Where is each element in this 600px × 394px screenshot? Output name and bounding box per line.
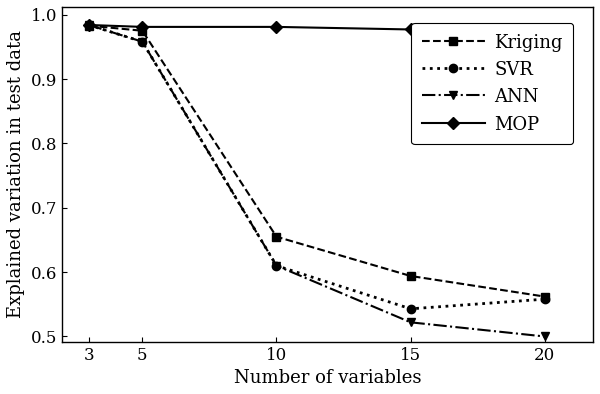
ANN [85, 22, 92, 27]
Kriging [85, 23, 92, 28]
ANN [541, 334, 548, 339]
Line: MOP: MOP [85, 21, 549, 33]
Line: Kriging: Kriging [85, 21, 549, 301]
Line: SVR: SVR [85, 21, 549, 313]
MOP [273, 24, 280, 29]
ANN [407, 320, 414, 325]
Line: ANN: ANN [85, 21, 549, 341]
Kriging [139, 28, 146, 33]
SVR [273, 263, 280, 268]
MOP [139, 24, 146, 29]
Kriging [541, 294, 548, 299]
Kriging [273, 234, 280, 239]
Legend: Kriging, SVR, ANN, MOP: Kriging, SVR, ANN, MOP [411, 23, 574, 145]
ANN [273, 263, 280, 268]
SVR [85, 22, 92, 27]
SVR [541, 297, 548, 301]
Kriging [407, 273, 414, 278]
ANN [139, 39, 146, 44]
SVR [407, 307, 414, 311]
Y-axis label: Explained variation in test data: Explained variation in test data [7, 30, 25, 318]
X-axis label: Number of variables: Number of variables [234, 369, 421, 387]
MOP [407, 27, 414, 32]
MOP [85, 22, 92, 27]
MOP [541, 27, 548, 32]
SVR [139, 39, 146, 44]
